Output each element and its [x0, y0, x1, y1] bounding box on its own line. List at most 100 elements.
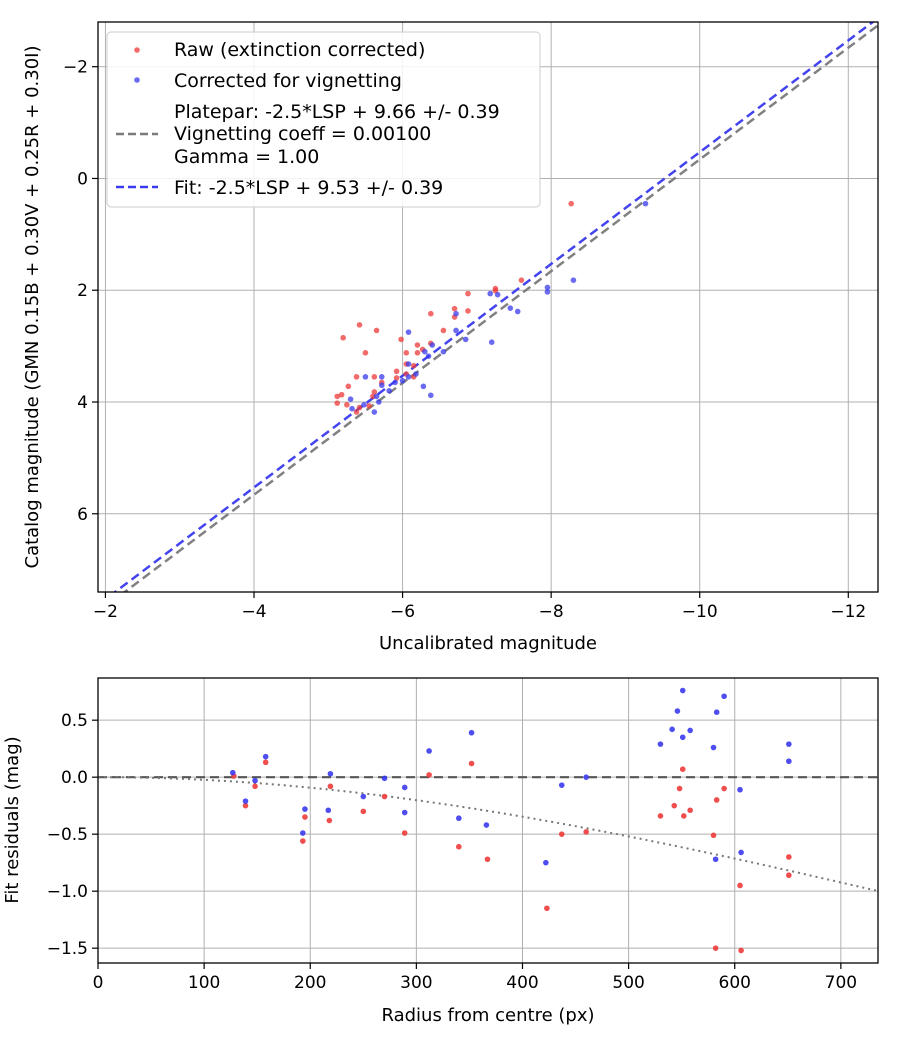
raw-point	[242, 802, 249, 809]
top-scatter-points	[334, 200, 649, 415]
corrected-point	[544, 289, 551, 295]
raw-point	[398, 336, 404, 343]
corrected-point	[252, 777, 258, 784]
raw-point	[465, 290, 471, 297]
corrected-point	[347, 396, 354, 403]
raw-point	[344, 401, 350, 408]
legend-box	[106, 31, 541, 208]
raw-point	[356, 322, 363, 328]
raw-point	[252, 783, 258, 790]
corrected-point	[687, 727, 693, 734]
y-tick-label: 4	[77, 393, 88, 413]
corrected-series	[347, 200, 649, 415]
raw-point	[737, 882, 743, 889]
raw-point	[300, 838, 306, 844]
corrected-point	[514, 308, 521, 315]
corrected-point	[373, 393, 380, 400]
raw-point	[426, 772, 432, 778]
legend-raw-marker	[134, 47, 140, 53]
corrected-point	[378, 374, 385, 380]
vignetting-curve	[98, 776, 878, 893]
corrected-point	[429, 342, 436, 348]
raw-point	[340, 334, 346, 341]
raw-point	[401, 830, 408, 836]
corrected-point	[361, 401, 367, 408]
corrected-point	[583, 774, 589, 780]
corrected-point	[405, 361, 412, 367]
top-ticks: −2 −4 −6 −8 −10 −12 −2 0 2 4 6	[63, 58, 866, 622]
x-tick-label: 0	[93, 973, 104, 993]
corrected-point	[453, 310, 459, 317]
y-tick-label: −2	[63, 58, 88, 78]
corrected-point	[229, 769, 236, 776]
raw-point	[451, 305, 458, 312]
corrected-point	[302, 806, 308, 812]
bottom-y-axis-label: Fit residuals (mag)	[2, 736, 23, 903]
corrected-point	[453, 327, 459, 334]
raw-point	[414, 342, 421, 348]
raw-point	[544, 905, 550, 912]
corrected-point	[543, 859, 549, 866]
legend-platepar-line-1: Platepar: -2.5*LSP + 9.66 +/- 0.39	[174, 101, 500, 123]
corrected-point	[786, 758, 792, 765]
raw-point	[713, 797, 720, 803]
corrected-point	[710, 744, 717, 751]
x-tick-label: −8	[539, 602, 564, 622]
x-tick-label: −10	[682, 602, 718, 622]
raw-point	[326, 817, 333, 824]
residuals-plot: 0 100 200 300 400 500 600 700 0.5 0.0 −0.5 −1.0 −1.5…	[2, 677, 879, 1026]
corrected-point	[669, 726, 675, 733]
raw-point	[738, 947, 744, 954]
x-tick-label: 300	[400, 973, 432, 993]
raw-point	[687, 807, 693, 814]
top-x-axis-label: Uncalibrated magnitude	[379, 633, 597, 654]
raw-point	[345, 383, 352, 390]
corrected-point	[507, 305, 514, 311]
corrected-point	[679, 734, 686, 741]
raw-point	[657, 813, 664, 819]
corrected-point	[399, 377, 406, 384]
corrected-point	[737, 786, 743, 793]
y-tick-label: 0	[77, 169, 88, 189]
legend-raw-label: Raw (extinction corrected)	[174, 39, 425, 61]
x-tick-label: 600	[719, 973, 751, 993]
y-tick-label: −1.5	[47, 939, 88, 959]
bottom-grid	[97, 678, 878, 963]
raw-point	[373, 327, 380, 334]
raw-point	[366, 403, 372, 409]
raw-point	[334, 393, 341, 400]
calibration-plot: −2 −4 −6 −8 −10 −12 −2 0 2 4 6 Uncalibrated magnit…	[22, 21, 879, 654]
raw-point	[583, 829, 589, 835]
corrected-point	[405, 329, 412, 335]
legend-platepar-line-2: Vignetting coeff = 0.00100	[174, 123, 431, 145]
y-tick-label: 0.0	[61, 768, 88, 788]
raw-point	[710, 832, 717, 839]
raw-point	[568, 200, 574, 207]
raw-point	[393, 368, 400, 375]
x-tick-label: −6	[390, 602, 415, 622]
x-tick-label: 500	[612, 973, 644, 993]
corrected-point	[642, 200, 649, 207]
x-tick-label: 100	[188, 973, 220, 993]
corrected-point	[487, 290, 494, 297]
x-tick-label: −2	[93, 602, 118, 622]
corrected-point	[371, 409, 378, 415]
x-tick-label: 200	[294, 973, 326, 993]
corrected-point	[558, 782, 565, 788]
raw-point	[456, 843, 462, 850]
legend-fit-label: Fit: -2.5*LSP + 9.53 +/- 0.39	[174, 177, 443, 199]
y-tick-label: −0.5	[47, 825, 88, 845]
raw-point	[428, 310, 434, 317]
corrected-point	[381, 775, 388, 782]
corrected-point	[392, 379, 398, 386]
raw-point	[786, 854, 792, 860]
raw-point	[518, 277, 525, 283]
corrected-point	[401, 809, 408, 816]
corrected-point	[428, 392, 434, 399]
raw-point	[465, 308, 471, 314]
corrected-point	[570, 277, 577, 283]
corrected-point	[386, 388, 393, 394]
raw-point	[393, 375, 400, 381]
raw-point	[410, 362, 417, 369]
corrected-point	[362, 374, 369, 380]
